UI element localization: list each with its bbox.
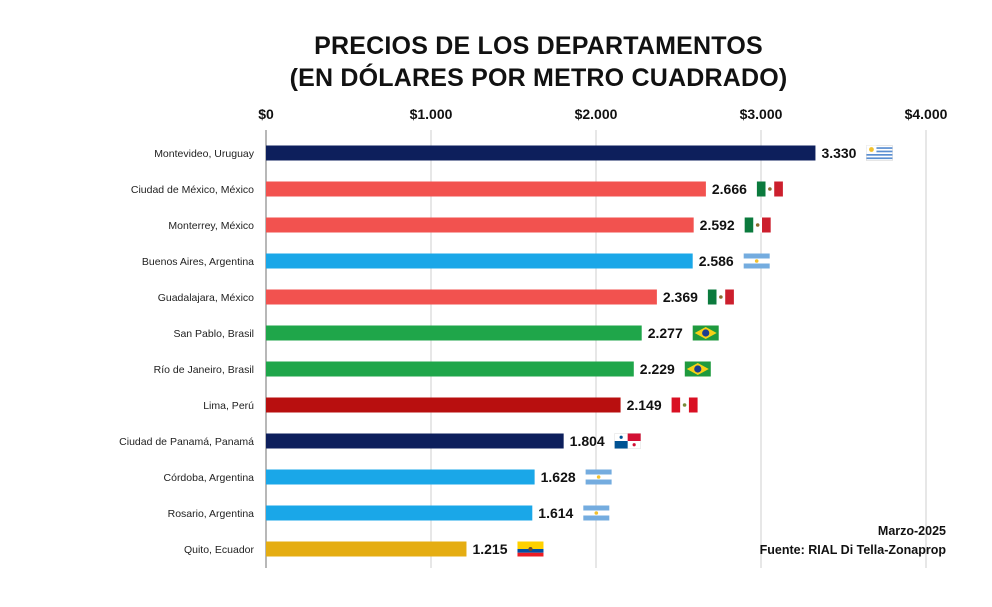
value-label: 2.369 bbox=[663, 289, 698, 305]
value-label: 1.215 bbox=[472, 541, 507, 557]
category-label: Ciudad de Panamá, Panamá bbox=[119, 436, 254, 448]
bar bbox=[266, 397, 621, 413]
x-tick-label: $0 bbox=[258, 106, 274, 122]
bar bbox=[266, 253, 693, 269]
bar bbox=[266, 433, 564, 449]
x-tick-label: $3.000 bbox=[740, 106, 783, 122]
panama-flag-icon bbox=[614, 433, 641, 449]
value-labels: 3.330 2.666 2.592 2.586 2.369 2.277 2.229 2.149… bbox=[472, 145, 856, 557]
bar bbox=[266, 469, 535, 485]
bar bbox=[266, 505, 533, 521]
category-label: Montevideo, Uruguay bbox=[154, 148, 255, 160]
value-label: 2.277 bbox=[648, 325, 683, 341]
value-label: 1.628 bbox=[541, 469, 576, 485]
brazil-flag-icon bbox=[684, 361, 711, 377]
value-label: 1.804 bbox=[570, 433, 605, 449]
x-tick-label: $2.000 bbox=[575, 106, 618, 122]
category-label: Buenos Aires, Argentina bbox=[142, 256, 254, 268]
argentina-flag-icon bbox=[585, 469, 612, 485]
category-label: Quito, Ecuador bbox=[184, 544, 255, 556]
bar bbox=[266, 541, 467, 557]
x-axis-ticks: $0 $1.000 $2.000 $3.000 $4.000 bbox=[258, 106, 947, 122]
category-label: San Pablo, Brasil bbox=[173, 328, 254, 340]
x-tick-label: $1.000 bbox=[410, 106, 453, 122]
chart-subtitle: (EN DÓLARES POR METRO CUADRADO) bbox=[289, 64, 788, 92]
brazil-flag-icon bbox=[692, 325, 719, 341]
source-note: Fuente: RIAL Di Tella-Zonaprop bbox=[759, 543, 946, 557]
value-label: 2.229 bbox=[640, 361, 675, 377]
argentina-flag-icon bbox=[583, 505, 610, 521]
value-label: 2.666 bbox=[712, 181, 747, 197]
mexico-flag-icon bbox=[707, 289, 734, 305]
mexico-flag-icon bbox=[756, 181, 783, 197]
peru-flag-icon bbox=[671, 397, 698, 413]
chart-title: PRECIOS DE LOS DEPARTAMENTOS bbox=[314, 32, 763, 60]
bar bbox=[266, 325, 642, 341]
bars bbox=[266, 145, 816, 557]
uruguay-flag-icon bbox=[866, 145, 893, 161]
x-tick-label: $4.000 bbox=[905, 106, 948, 122]
value-label: 2.592 bbox=[700, 217, 735, 233]
flags bbox=[517, 145, 893, 557]
value-label: 2.149 bbox=[627, 397, 662, 413]
mexico-flag-icon bbox=[744, 217, 771, 233]
bar bbox=[266, 145, 816, 161]
date-note: Marzo-2025 bbox=[877, 524, 946, 538]
bar bbox=[266, 181, 706, 197]
category-label: Ciudad de México, México bbox=[131, 184, 254, 196]
category-label: Córdoba, Argentina bbox=[164, 472, 255, 484]
bar bbox=[266, 217, 694, 233]
value-label: 1.614 bbox=[538, 505, 573, 521]
category-label: Rosario, Argentina bbox=[168, 508, 255, 520]
grid-layer bbox=[265, 130, 927, 568]
value-label: 2.586 bbox=[699, 253, 734, 269]
argentina-flag-icon bbox=[743, 253, 770, 269]
category-label: Monterrey, México bbox=[168, 220, 254, 232]
ecuador-flag-icon bbox=[517, 541, 544, 557]
category-label: Guadalajara, México bbox=[158, 292, 254, 304]
bar bbox=[266, 361, 634, 377]
category-labels: Montevideo, Uruguay Ciudad de México, Méx… bbox=[119, 148, 255, 556]
bar bbox=[266, 289, 657, 305]
category-label: Lima, Perú bbox=[203, 400, 254, 412]
value-label: 3.330 bbox=[821, 145, 856, 161]
category-label: Río de Janeiro, Brasil bbox=[154, 364, 254, 376]
